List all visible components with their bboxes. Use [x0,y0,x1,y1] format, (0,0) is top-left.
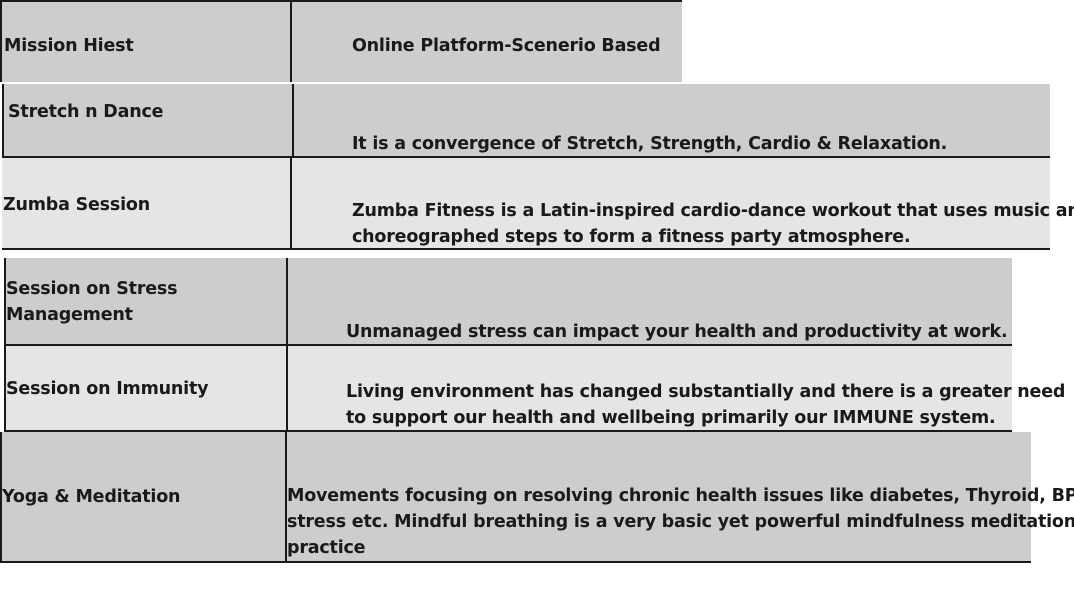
activity-name-cell: Zumba Session [2,158,292,248]
activity-name: Session on Stress [6,279,178,299]
activity-name: Zumba Session [3,195,150,215]
table-row: Zumba Session Zumba Fitness is a Latin-i… [2,158,1074,250]
table-row: Session on Stress Management Unmanaged s… [4,258,1012,346]
activity-description-line: Movements focusing on resolving chronic … [287,486,1074,506]
activity-description-line: Zumba Fitness is a Latin-inspired cardio… [352,201,1074,221]
activity-description-line: to support our health and wellbeing prim… [346,408,996,428]
table-row: Stretch n Dance It is a convergence of S… [2,84,1050,158]
activity-description-line: Online Platform-Scenerio Based [352,36,661,56]
activity-name: Yoga & Meditation [2,487,181,507]
table-row: Mission Hiest Online Platform-Scenerio B… [0,0,682,82]
activity-description-line: Unmanaged stress can impact your health … [346,322,1008,342]
activity-description-cell: Online Platform-Scenerio Based [292,2,682,82]
activity-description-cell: Unmanaged stress can impact your health … [288,258,1012,344]
activity-description-line: It is a convergence of Stretch, Strength… [352,134,948,154]
activity-name-cell: Session on Stress Management [6,258,288,344]
activity-name-cell: Session on Immunity [6,346,288,430]
activity-name: Management [6,305,133,325]
activity-description-cell: Zumba Fitness is a Latin-inspired cardio… [292,158,1074,248]
table-row: Yoga & Meditation Movements focusing on … [0,432,1074,563]
activity-name: Session on Immunity [6,379,209,399]
activity-description-line: practice [287,538,366,558]
activity-description-line: stress etc. Mindful breathing is a very … [287,512,1074,532]
activity-description-cell: It is a convergence of Stretch, Strength… [294,84,1050,156]
activity-description-line: Living environment has changed substanti… [346,382,1066,402]
activity-name-cell: Mission Hiest [2,2,292,82]
activity-name-cell: Stretch n Dance [4,84,294,156]
activity-name: Stretch n Dance [8,102,164,122]
activity-description-cell: Living environment has changed substanti… [288,346,1065,430]
table-row: Session on Immunity Living environment h… [4,346,1065,432]
activity-description-line: choreographed steps to form a fitness pa… [352,227,911,247]
activity-description-cell: Movements focusing on resolving chronic … [287,432,1074,561]
activity-name: Mission Hiest [4,36,134,56]
activity-name-cell: Yoga & Meditation [2,432,287,561]
